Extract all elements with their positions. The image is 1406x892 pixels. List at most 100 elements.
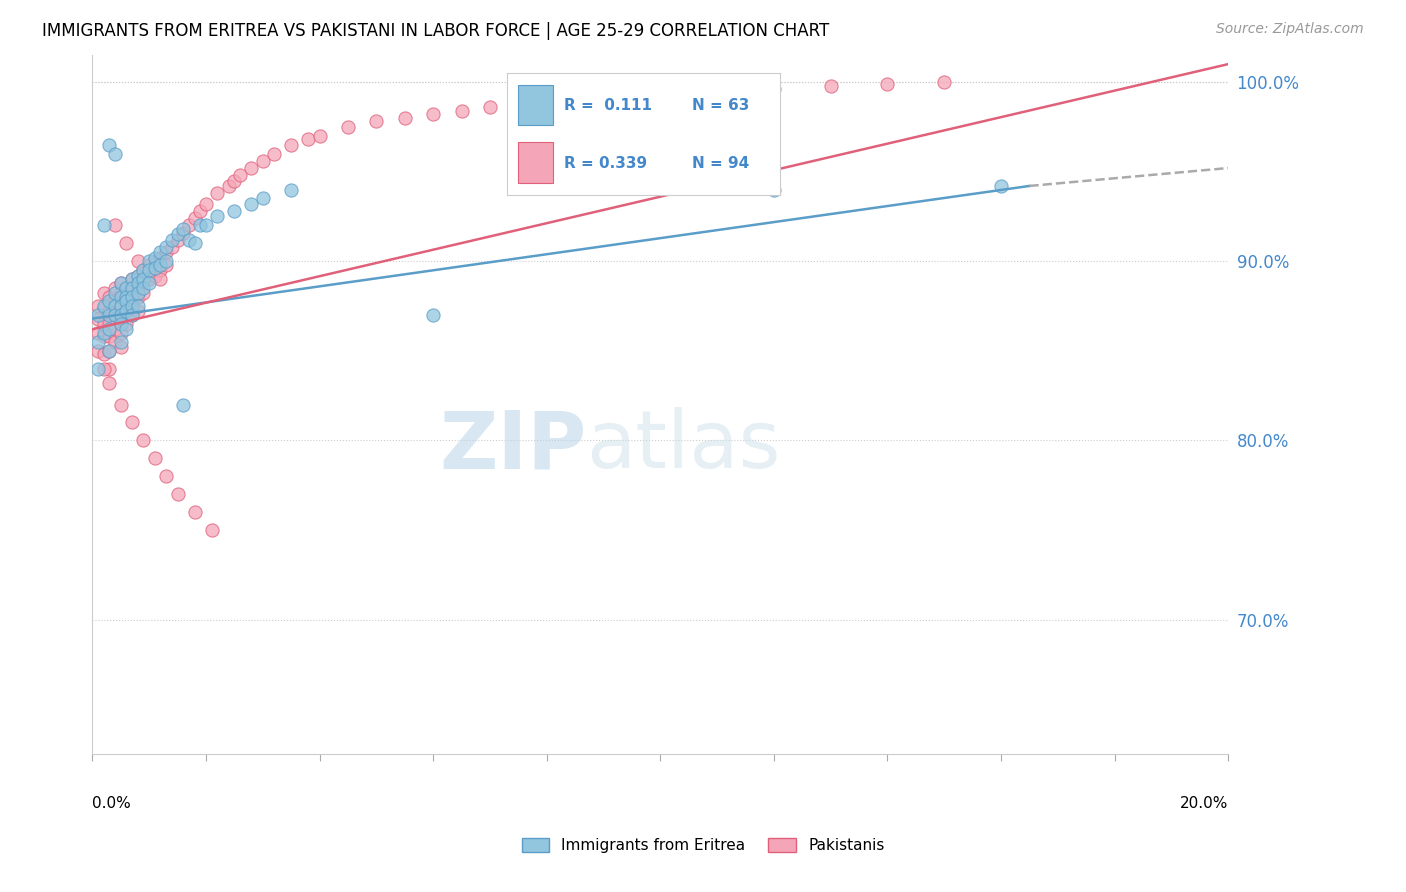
Point (115, 236, 138, 251)
Point (110, 308, 132, 322)
Point (93, 301, 115, 315)
Point (127, 290, 149, 304)
Point (98, 343, 121, 358)
Point (127, 279, 149, 293)
Point (98, 308, 121, 322)
Point (132, 286, 155, 301)
Point (229, 168, 252, 182)
Point (132, 263, 155, 277)
Point (110, 299, 132, 313)
Point (149, 258, 172, 272)
Point (121, 308, 143, 322)
Point (98, 293, 121, 308)
Point (93, 219, 115, 233)
Point (149, 263, 172, 277)
Point (110, 317, 132, 331)
Point (127, 299, 149, 313)
Point (110, 397, 132, 411)
Point (762, 182, 785, 196)
Point (121, 283, 143, 297)
Point (394, 111, 416, 125)
Point (121, 272, 143, 286)
Point (143, 251, 166, 265)
Point (166, 227, 188, 242)
Point (87, 299, 110, 313)
Point (87, 361, 110, 376)
Point (876, 77, 898, 91)
Point (143, 261, 166, 276)
Point (115, 281, 138, 295)
Point (132, 263, 155, 277)
Point (177, 233, 200, 247)
Point (98, 376, 121, 390)
Point (98, 329, 121, 343)
Point (121, 299, 143, 313)
Point (121, 416, 143, 430)
Point (132, 434, 155, 448)
Point (121, 281, 143, 295)
Point (127, 276, 149, 290)
Point (160, 240, 183, 254)
Point (762, 82, 785, 96)
Point (110, 276, 132, 290)
Legend: Immigrants from Eritrea, Pakistanis: Immigrants from Eritrea, Pakistanis (516, 832, 890, 859)
Point (93, 347, 115, 361)
Point (188, 219, 211, 233)
Point (297, 132, 319, 146)
Point (207, 210, 229, 224)
Point (104, 334, 127, 349)
Point (183, 211, 205, 226)
Point (592, 93, 614, 107)
Point (98, 322, 121, 336)
Point (115, 290, 138, 304)
Point (218, 178, 240, 193)
Point (155, 240, 177, 254)
Point (172, 397, 194, 411)
Point (155, 258, 177, 272)
Point (155, 469, 177, 483)
Point (183, 505, 205, 519)
Point (127, 286, 149, 301)
Point (121, 293, 143, 308)
Point (263, 146, 285, 161)
Point (87, 334, 110, 349)
Point (143, 254, 166, 268)
Point (138, 263, 160, 277)
Point (110, 299, 132, 313)
Point (934, 75, 956, 89)
Point (194, 197, 217, 211)
Point (104, 308, 127, 322)
Point (115, 304, 138, 318)
Point (820, 78, 842, 93)
Point (450, 103, 472, 118)
Point (138, 272, 160, 286)
Point (110, 276, 132, 290)
Point (104, 219, 127, 233)
Point (93, 326, 115, 340)
Point (104, 308, 127, 322)
Point (104, 286, 127, 301)
Point (132, 281, 155, 295)
Point (366, 114, 388, 128)
Point (93, 299, 115, 313)
Point (115, 304, 138, 318)
Point (104, 293, 127, 308)
Point (706, 86, 728, 100)
Point (127, 268, 149, 283)
Point (138, 276, 160, 290)
Point (143, 268, 166, 283)
Point (201, 523, 224, 537)
Point (115, 293, 138, 308)
Point (240, 161, 263, 175)
Point (87, 326, 110, 340)
Point (422, 308, 444, 322)
Point (98, 304, 121, 318)
Point (110, 326, 132, 340)
Point (149, 272, 172, 286)
Point (478, 100, 501, 114)
Point (98, 290, 121, 304)
Point (138, 254, 160, 268)
Point (336, 120, 359, 134)
Text: Source: ZipAtlas.com: Source: ZipAtlas.com (1216, 22, 1364, 37)
Point (115, 281, 138, 295)
